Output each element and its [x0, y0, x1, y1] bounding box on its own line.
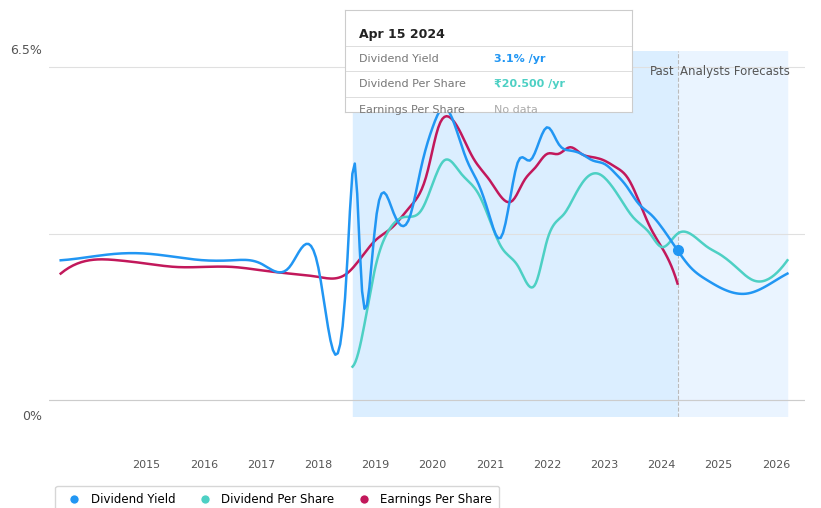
- Text: No data: No data: [494, 105, 538, 115]
- Bar: [677, 51, 787, 417]
- Legend: Dividend Yield, Dividend Per Share, Earnings Per Share: Dividend Yield, Dividend Per Share, Earn…: [55, 486, 499, 508]
- Text: 2020: 2020: [419, 460, 447, 470]
- Text: Dividend Yield: Dividend Yield: [360, 54, 439, 64]
- Text: 2026: 2026: [762, 460, 790, 470]
- Text: 2017: 2017: [247, 460, 275, 470]
- Text: 6.5%: 6.5%: [10, 44, 42, 57]
- Text: 2021: 2021: [475, 460, 504, 470]
- Text: Past: Past: [650, 66, 675, 78]
- Text: 2022: 2022: [533, 460, 562, 470]
- Text: Analysts Forecasts: Analysts Forecasts: [681, 66, 791, 78]
- Text: 2024: 2024: [647, 460, 676, 470]
- Text: 2025: 2025: [704, 460, 733, 470]
- Text: 2019: 2019: [361, 460, 389, 470]
- Bar: [352, 51, 677, 417]
- Text: 3.1% /yr: 3.1% /yr: [494, 54, 546, 64]
- Text: 2016: 2016: [190, 460, 218, 470]
- Text: Earnings Per Share: Earnings Per Share: [360, 105, 465, 115]
- Text: 2023: 2023: [590, 460, 618, 470]
- Text: ₹20.500 /yr: ₹20.500 /yr: [494, 79, 565, 89]
- Text: Dividend Per Share: Dividend Per Share: [360, 79, 466, 89]
- Text: 2018: 2018: [304, 460, 333, 470]
- Text: 2015: 2015: [132, 460, 161, 470]
- Text: 0%: 0%: [21, 410, 42, 423]
- Text: Apr 15 2024: Apr 15 2024: [360, 28, 445, 42]
